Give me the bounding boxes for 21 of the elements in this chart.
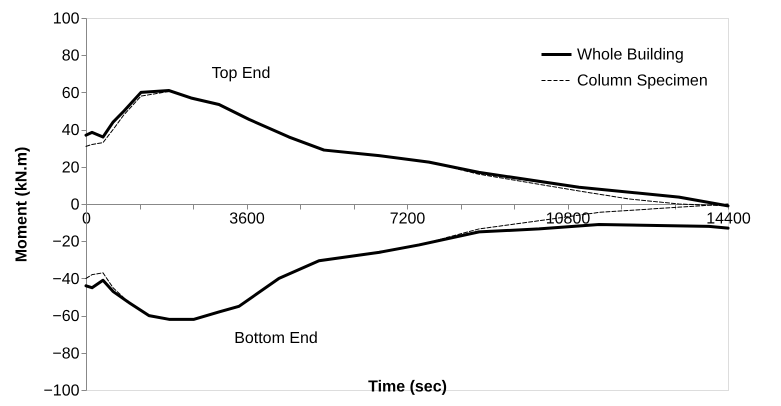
y-tick-label: 40 bbox=[62, 122, 80, 140]
y-tick-label: −20 bbox=[52, 234, 80, 251]
y-tick-label: −80 bbox=[52, 345, 80, 362]
x-axis-title: Time (sec) bbox=[368, 378, 447, 396]
y-axis-title: Moment (kN.m) bbox=[13, 146, 30, 262]
x-tick-label: 3600 bbox=[229, 210, 265, 228]
y-tick-label: 0 bbox=[70, 196, 80, 214]
y-tick-label: 80 bbox=[62, 48, 80, 65]
y-tick-label: −40 bbox=[52, 270, 80, 288]
legend-label: Column Specimen bbox=[577, 72, 708, 90]
y-tick-label: 100 bbox=[52, 10, 80, 28]
annotation: Top End bbox=[212, 65, 270, 82]
y-tick-label: −100 bbox=[43, 382, 80, 400]
legend-label: Whole Building bbox=[577, 46, 684, 64]
x-tick-label: 7200 bbox=[390, 210, 426, 228]
annotation: Bottom End bbox=[234, 330, 318, 347]
y-tick-label: 60 bbox=[62, 84, 80, 102]
x-tick-label: 10800 bbox=[546, 210, 590, 228]
y-tick-label: 20 bbox=[62, 159, 80, 176]
y-tick-label: −60 bbox=[52, 308, 80, 326]
x-tick-label: 14400 bbox=[706, 210, 751, 228]
